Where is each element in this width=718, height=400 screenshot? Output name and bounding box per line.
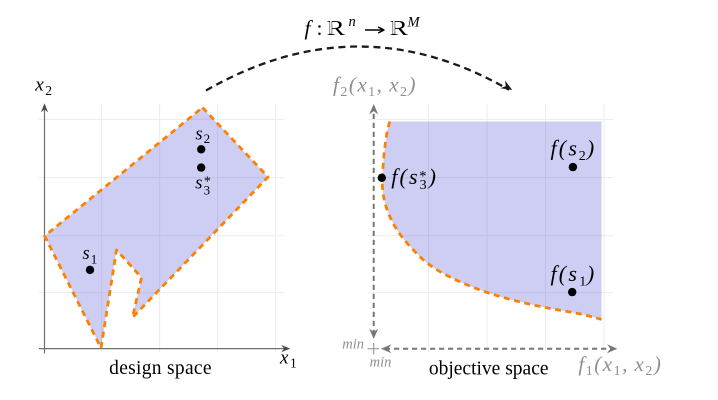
svg-text:2: 2 <box>579 149 586 164</box>
svg-text:1: 1 <box>290 355 297 370</box>
svg-text:objective space: objective space <box>429 359 549 380</box>
svg-text:): ) <box>427 164 436 189</box>
svg-text:M: M <box>407 15 421 31</box>
svg-text:n: n <box>349 14 356 30</box>
svg-text:min: min <box>342 336 364 352</box>
svg-text:min: min <box>370 355 392 371</box>
svg-text:1: 1 <box>91 251 98 266</box>
svg-text:f(s: f(s <box>391 164 420 189</box>
svg-text::: : <box>317 16 323 40</box>
svg-text:R: R <box>327 17 346 41</box>
svg-text:): ) <box>585 136 594 161</box>
svg-text:f(s: f(s <box>551 136 580 161</box>
svg-text:3: 3 <box>420 178 427 193</box>
svg-text:x: x <box>34 75 44 96</box>
svg-text:*: * <box>419 168 426 184</box>
svg-text:x: x <box>279 347 289 368</box>
svg-text:s: s <box>195 173 202 193</box>
svg-text:*: * <box>204 175 211 190</box>
svg-text:s: s <box>83 244 90 264</box>
svg-text:s: s <box>195 124 202 144</box>
svg-text:2: 2 <box>204 131 211 146</box>
svg-text:2: 2 <box>45 83 52 98</box>
svg-text:1: 1 <box>579 274 586 289</box>
svg-text:design space: design space <box>109 358 212 379</box>
svg-text:R: R <box>390 17 409 41</box>
svg-text:f: f <box>305 16 314 40</box>
svg-text:3: 3 <box>204 183 211 198</box>
svg-text:): ) <box>585 261 594 286</box>
svg-text:f(s: f(s <box>551 261 580 286</box>
